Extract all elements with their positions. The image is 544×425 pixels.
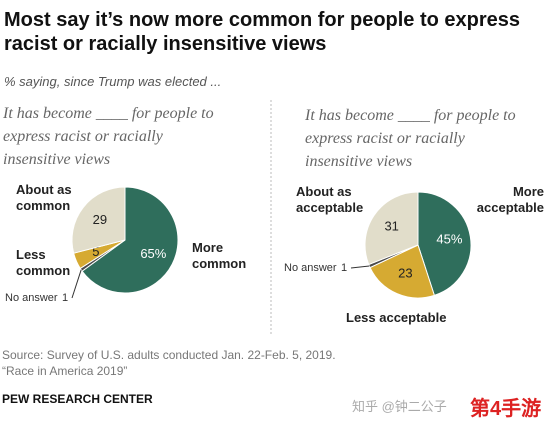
category-label: Less common <box>16 247 71 278</box>
watermark: 知乎 @钟二公子 <box>352 399 447 414</box>
category-label: More common <box>192 240 247 271</box>
leader-line <box>71 269 82 299</box>
pie-slice <box>369 244 436 299</box>
category-label: No answer <box>5 292 58 304</box>
source: Source: Survey of U.S. adults conducted … <box>2 348 336 362</box>
watermark: 第4手游 <box>470 398 542 420</box>
value-label: 45% <box>436 231 462 246</box>
pie-slice <box>71 186 126 254</box>
category-label: Less acceptable <box>346 310 447 325</box>
category-label: More acceptable <box>476 184 544 215</box>
source: “Race in America 2019” <box>2 364 128 378</box>
panel-title: It has become ____ for people to express… <box>305 107 516 170</box>
value-label: 1 <box>341 262 348 274</box>
pie-slice <box>417 191 472 297</box>
subtitle: % saying, since Trump was elected ... <box>4 74 222 89</box>
value-label: 29 <box>93 212 107 227</box>
value-label: 23 <box>398 266 412 281</box>
value-label: 65% <box>140 246 166 261</box>
footer: PEW RESEARCH CENTER <box>2 392 153 406</box>
leader-line <box>350 265 370 269</box>
value-label: 1 <box>62 292 69 304</box>
category-label: About as common <box>16 182 72 213</box>
category-label: No answer <box>284 262 337 274</box>
pie-slice <box>81 186 179 294</box>
category-label: About as acceptable <box>296 184 364 215</box>
value-label: 5 <box>92 244 99 259</box>
panel-title: It has become ____ for people to express… <box>3 105 214 168</box>
title: Most say it’s now more common for people… <box>4 9 521 55</box>
pie-slice <box>364 191 419 266</box>
value-label: 31 <box>384 219 398 234</box>
